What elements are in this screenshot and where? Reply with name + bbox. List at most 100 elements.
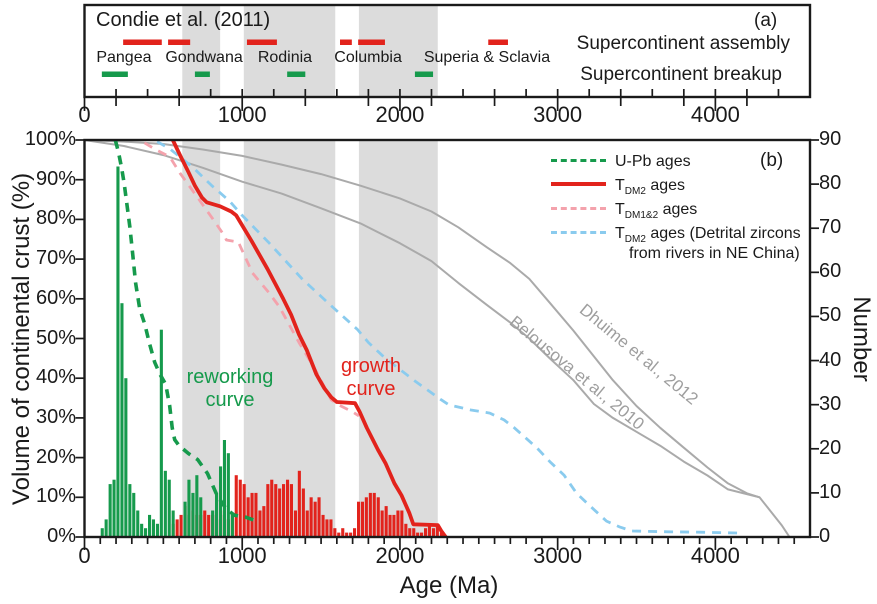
hist-bar-red <box>297 470 301 537</box>
breakup-bar <box>287 71 306 77</box>
hist-bar-green <box>199 497 203 537</box>
hist-bar-red <box>258 510 262 537</box>
hist-bar-red <box>317 497 321 537</box>
shaded-band-a <box>182 6 221 96</box>
hist-bar-red <box>313 501 317 537</box>
hist-bar-red <box>250 492 254 537</box>
hist-bar-red <box>234 475 238 537</box>
hist-bar-red <box>380 510 384 537</box>
supercontinent-label-columbia: Columbia <box>334 49 402 66</box>
percent-tick-label: 100% <box>24 128 76 150</box>
panel-b-corner-label: (b) <box>760 150 784 171</box>
hist-bar-red <box>293 510 297 537</box>
hist-bar-green <box>167 479 171 537</box>
age-tick-label-mid: 1000 <box>217 102 267 127</box>
assembly-bar <box>358 39 385 45</box>
hist-bar-red <box>175 519 179 537</box>
hist-bar-red <box>431 528 435 537</box>
hist-bar-red <box>376 497 380 537</box>
number-tick-label: 50 <box>819 304 842 327</box>
hist-bar-green <box>100 528 104 537</box>
growth-curve-annotation: growth curve <box>340 355 402 400</box>
tdm2-china-dashed-swatch-icon <box>551 231 606 234</box>
hist-bar-green <box>155 523 159 537</box>
shaded-band-b <box>182 141 221 536</box>
breakup-bar <box>414 71 434 77</box>
percent-tick-label: 60% <box>35 286 76 309</box>
hist-bar-red <box>368 492 372 537</box>
percent-tick-label: 10% <box>35 485 76 508</box>
hist-bar-red <box>416 532 420 537</box>
number-tick-label: 20 <box>819 436 842 459</box>
hist-bar-red <box>408 528 412 537</box>
number-tick-label: 0 <box>819 525 831 547</box>
hist-bar-red <box>179 514 183 537</box>
number-tick-label: 90 <box>819 128 842 150</box>
hist-bar-green <box>140 523 144 537</box>
hist-bar-red <box>309 497 313 537</box>
legend-label-tdm2-china: TDM2 ages (Detrital zircons <box>615 225 801 246</box>
series-0 <box>113 139 258 523</box>
age-tick-label-mid: 3000 <box>533 102 583 127</box>
age-tick-label-mid: 4000 <box>690 102 740 127</box>
panel-b-frame <box>83 138 812 539</box>
number-tick-label: 60 <box>819 260 842 283</box>
breakup-bar <box>194 71 210 77</box>
legend-row-tdm2-china: TDM2 ages (Detrital zircons from rivers … <box>551 225 801 263</box>
age-tick-label-bottom: 2000 <box>375 543 425 568</box>
hist-bar-red <box>341 528 345 537</box>
hist-bar-red <box>412 528 416 537</box>
age-tick-label-mid: 0 <box>78 102 91 127</box>
hist-bar-green <box>104 519 108 537</box>
left-axis-title: Volume of continental crust (%) <box>8 172 35 506</box>
hist-bar-green <box>215 492 219 537</box>
hist-bar-red <box>372 492 376 537</box>
hist-bar-red <box>357 501 361 537</box>
hist-bar-green <box>191 492 195 537</box>
number-tick-label: 70 <box>819 216 842 239</box>
hist-bar-green <box>112 479 116 537</box>
hist-bar-red <box>270 479 274 537</box>
supercontinent-label-rodinia: Rodinia <box>257 49 313 66</box>
hist-bar-red <box>289 484 293 537</box>
hist-bar-green <box>159 329 163 537</box>
series-1 <box>171 139 448 539</box>
legend-label-tdm12: TDM1&2 ages <box>615 201 698 222</box>
hist-bar-red <box>353 528 357 537</box>
assembly-bar <box>246 39 277 45</box>
hist-bar-green <box>187 479 191 537</box>
age-tick-label-mid: 2000 <box>375 102 425 127</box>
series-5 <box>84 139 760 499</box>
hist-bar-red <box>262 506 266 537</box>
hist-bar-green <box>230 514 234 537</box>
hist-bar-green <box>148 514 152 537</box>
assembly-bar <box>123 39 162 45</box>
percent-tick-label: 20% <box>35 445 76 468</box>
hist-bar-green <box>116 166 120 537</box>
hist-bar-red <box>278 488 282 537</box>
hist-bar-red <box>388 514 392 537</box>
hist-bar-green <box>124 378 128 537</box>
hist-bar-red <box>337 532 341 537</box>
number-tick-label: 10 <box>819 480 842 503</box>
hist-bar-red <box>404 523 408 537</box>
legend-label-tdm2: TDM2 ages <box>615 177 686 198</box>
hist-bar-green <box>226 453 230 537</box>
percent-tick-label: 70% <box>35 247 76 270</box>
hist-bar-red <box>435 523 439 537</box>
hist-bar-red <box>424 528 428 537</box>
right-axis-title: Number <box>848 296 875 382</box>
age-tick-label-bottom: 1000 <box>217 543 267 568</box>
hist-bar-red <box>345 532 349 537</box>
hist-bar-red <box>364 497 368 537</box>
hist-bar-green <box>136 510 140 537</box>
supercontinent-label-gondwana: Gondwana <box>165 49 243 66</box>
assembly-bar <box>488 39 508 45</box>
hist-bar-red <box>274 484 278 537</box>
hist-bar-green <box>171 510 175 537</box>
legend-row-tdm12: TDM1&2 ages <box>551 201 697 221</box>
hist-bar-red <box>203 510 207 537</box>
tdm12-dashed-swatch-icon <box>551 207 606 210</box>
